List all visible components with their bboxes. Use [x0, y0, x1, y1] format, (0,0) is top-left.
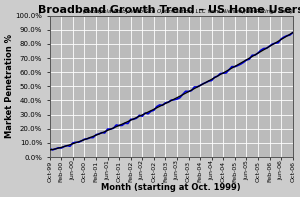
- Y-axis label: Market Penetration %: Market Penetration %: [5, 34, 14, 138]
- Text: (Extrapolated by Web Site Optimization, LLC from Nielsen//NetRatings data): (Extrapolated by Web Site Optimization, …: [83, 9, 292, 14]
- X-axis label: Month (starting at Oct. 1999): Month (starting at Oct. 1999): [101, 183, 241, 192]
- Title: Broadband Growth Trend – US Home Users: Broadband Growth Trend – US Home Users: [38, 5, 300, 15]
